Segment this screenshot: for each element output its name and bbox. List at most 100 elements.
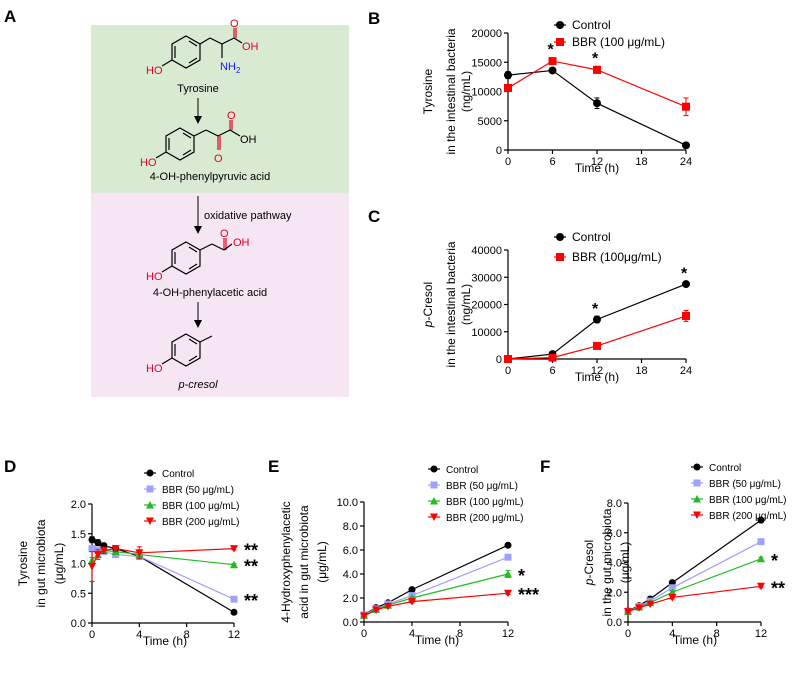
x-tick-label: 18 [635,156,647,168]
legend: Control BBR (50 μg/mL) BBR (100 μg/mL) BBR … [691,463,786,522]
tyrosine-oh: OH [242,41,259,53]
y-tick-label: 10000 [471,327,502,339]
legend-label: BBR (200 μg/mL) [709,511,786,522]
x-axis-label: Time (h) [415,633,459,647]
phenylpyruvic-acid-o: O [227,110,236,122]
data-point [668,593,677,602]
data-point [646,600,655,609]
legend-label: Control [709,463,741,474]
data-point [682,311,690,320]
significance-annotation: * [771,551,778,571]
arrow-3-head [194,320,202,328]
x-tick-label: 24 [680,365,692,377]
significance-annotation: * [592,301,599,318]
y-tick-label: 20000 [471,28,502,40]
series-1 [360,553,512,619]
series-line [507,315,687,360]
data-point [88,536,96,544]
legend-marker [556,21,564,29]
y-tick-label: 8.0 [343,521,358,533]
x-tick-label: 24 [680,156,692,168]
y-tick-label: 1.0 [71,559,86,571]
series-0 [504,66,690,150]
series-1 [624,538,765,615]
data-point [372,606,380,614]
y-tick-label: 2.0 [607,587,622,599]
arrow-label-oxidative: oxidative pathway [204,210,292,222]
x-tick-label: 12 [502,628,514,640]
p-cresol-ho: HO [146,363,163,375]
data-point [408,586,416,594]
y-axis-label-line: Tyrosine [16,541,30,587]
legend-marker [556,253,564,261]
panel-label-c: C [368,207,380,226]
pathway-panel: HO O OH NH2 Tyrosine HO O O OH 4-OH-phen… [91,18,349,397]
legend-label: Control [572,230,611,244]
x-tick-label: 12 [591,156,603,168]
phenylpyruvic-structure [155,120,241,161]
y-tick-label: 4.0 [343,569,358,581]
y-axis-label-line: in the intestinal bacteria [444,241,458,367]
data-point [384,602,392,611]
x-tick-label: 0 [89,629,95,641]
phenylacetic-oh: OH [233,237,250,249]
chart-e: 0 4 8 12 0.0 2.0 4.0 6.0 8.0 10.0 Time (h) 4-Hydrox… [279,465,539,647]
data-point [548,353,557,362]
x-tick-label: 8 [714,628,720,640]
x-axis-label: Time (h) [143,634,187,648]
data-point [111,545,120,553]
legend-label: BBR (100 μg/mL) [709,495,786,506]
y-axis-label-italic: p [421,320,435,328]
x-tick-label: 8 [457,628,463,640]
y-axis-label-line: (μg/mL) [315,541,329,583]
series-3 [360,589,512,620]
data-point [88,545,96,553]
y-axis-label-line: in gut microbiota [34,519,48,607]
legend-marker [146,517,154,525]
y-tick-label: 1.5 [71,529,86,541]
legend-marker [430,513,438,521]
data-point [408,598,416,606]
y-axis-label-line: 4-Hydroxyphenylacetic [279,501,293,622]
pathway-step-2: 4-OH-phenylpyruvic acid [150,171,270,183]
legend-label: BBR (50 μg/mL) [162,485,234,496]
y-tick-label: 15000 [471,57,502,69]
significance-annotation: * [548,42,555,59]
legend-label: Control [572,18,611,32]
phenylpyruvic-ho: HO [140,157,157,169]
x-tick-label: 0 [505,365,511,377]
y-tick-label: 5000 [478,116,502,128]
series-1 [504,57,690,116]
data-point [504,355,512,363]
significance-annotation: ** [244,591,258,611]
phenylacetic-structure [161,238,233,275]
x-tick-label: 12 [228,629,240,641]
data-point [230,595,238,603]
legend-marker [146,485,154,493]
legend-marker [146,469,154,477]
pathway-step-3: 4-OH-phenylacetic acid [153,287,267,299]
data-point [757,516,765,524]
x-tick-label: 18 [635,365,647,377]
x-tick-label: 8 [184,629,190,641]
legend-marker [693,495,701,503]
data-point [593,315,601,324]
tyrosine-ho: HO [146,65,163,77]
y-tick-label: 8.0 [607,498,622,510]
x-tick-label: 12 [591,365,603,377]
data-point [504,589,512,598]
data-point [624,608,632,616]
data-point [757,582,765,591]
y-axis-label-line: acid in gut microbiota [297,505,311,619]
legend-marker [430,497,438,505]
pathway-bottom-box [91,193,349,397]
panel-label-a: A [4,7,16,26]
data-point [504,541,512,549]
x-axis-label: Time (h) [673,633,717,647]
tyrosine-structure [161,28,243,69]
data-point [230,560,238,569]
significance-annotation: ** [771,578,785,598]
y-axis-label-line: p-Cresol [421,282,435,328]
series-1 [504,309,690,363]
